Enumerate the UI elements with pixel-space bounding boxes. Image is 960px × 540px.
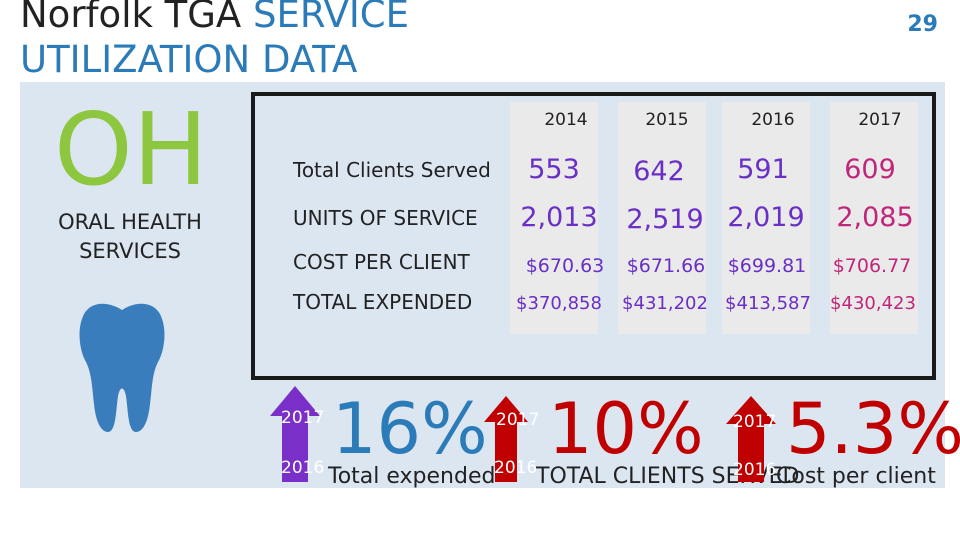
stat-caption: Total expended bbox=[328, 464, 496, 489]
data-table-frame bbox=[251, 92, 936, 380]
year-header: 2014 bbox=[544, 110, 588, 130]
stat-year-bottom: 2016 bbox=[733, 460, 777, 480]
tooth-icon bbox=[79, 303, 165, 432]
stat-year-bottom: 2016 bbox=[494, 458, 538, 478]
cell-units-2014: 2,013 bbox=[520, 202, 598, 233]
cell-cost-2016: $699.81 bbox=[727, 255, 807, 277]
cell-expended-2016: $413,587 bbox=[725, 293, 811, 314]
cell-cost-2017: $706.77 bbox=[832, 255, 912, 277]
cell-cost-2015: $671.66 bbox=[626, 255, 706, 277]
year-header: 2015 bbox=[645, 110, 689, 130]
section-name: ORAL HEALTH SERVICES bbox=[58, 210, 202, 263]
row-label-cost: COST PER CLIENT bbox=[293, 250, 470, 274]
column-bg-2016 bbox=[722, 102, 810, 334]
cell-clients-2016: 591 bbox=[737, 154, 789, 185]
column-bg-2014 bbox=[510, 102, 598, 334]
up-arrow-icon bbox=[484, 396, 528, 482]
cell-units-2015: 2,519 bbox=[626, 204, 704, 235]
row-label-clients: Total Clients Served bbox=[293, 158, 491, 182]
stat-year-top: 2017 bbox=[496, 410, 540, 430]
up-arrow-icon bbox=[726, 396, 776, 482]
year-header: 2017 bbox=[858, 110, 902, 130]
stat-percent: 10% bbox=[548, 388, 704, 470]
stat-year-top: 2017 bbox=[733, 412, 777, 432]
cell-units-2017: 2,085 bbox=[836, 202, 914, 233]
cell-expended-2015: $431,202 bbox=[622, 293, 708, 314]
cell-cost-2014: $670.63 bbox=[525, 255, 605, 277]
up-arrow-icon bbox=[270, 386, 320, 482]
cell-expended-2014: $370,858 bbox=[516, 293, 602, 314]
cell-clients-2015: 642 bbox=[633, 156, 685, 187]
row-label-units: UNITS OF SERVICE bbox=[293, 206, 478, 230]
cell-expended-2017: $430,423 bbox=[830, 293, 916, 314]
row-label-expended: TOTAL EXPENDED bbox=[293, 290, 473, 314]
year-header: 2016 bbox=[751, 110, 795, 130]
stat-percent: 5.3% bbox=[786, 388, 960, 470]
column-bg-2017 bbox=[830, 102, 918, 334]
title-part2: SERVICE bbox=[253, 0, 410, 36]
section-abbrev: OH bbox=[54, 91, 208, 208]
column-bg-2015 bbox=[618, 102, 706, 334]
page-number: 29 bbox=[907, 12, 938, 37]
stat-year-top: 2017 bbox=[281, 408, 325, 428]
title-line2: UTILIZATION DATA bbox=[20, 38, 358, 81]
stat-year-bottom: 2016 bbox=[281, 458, 325, 478]
title-part1: Norfolk TGA bbox=[20, 0, 242, 36]
cell-units-2016: 2,019 bbox=[727, 202, 805, 233]
stat-caption: Cost per client bbox=[776, 464, 936, 489]
cell-clients-2017: 609 bbox=[844, 154, 896, 185]
page-title: Norfolk TGA SERVICE UTILIZATION DATA bbox=[20, 0, 409, 82]
stat-percent: 16% bbox=[332, 388, 488, 470]
cell-clients-2014: 553 bbox=[528, 154, 580, 185]
